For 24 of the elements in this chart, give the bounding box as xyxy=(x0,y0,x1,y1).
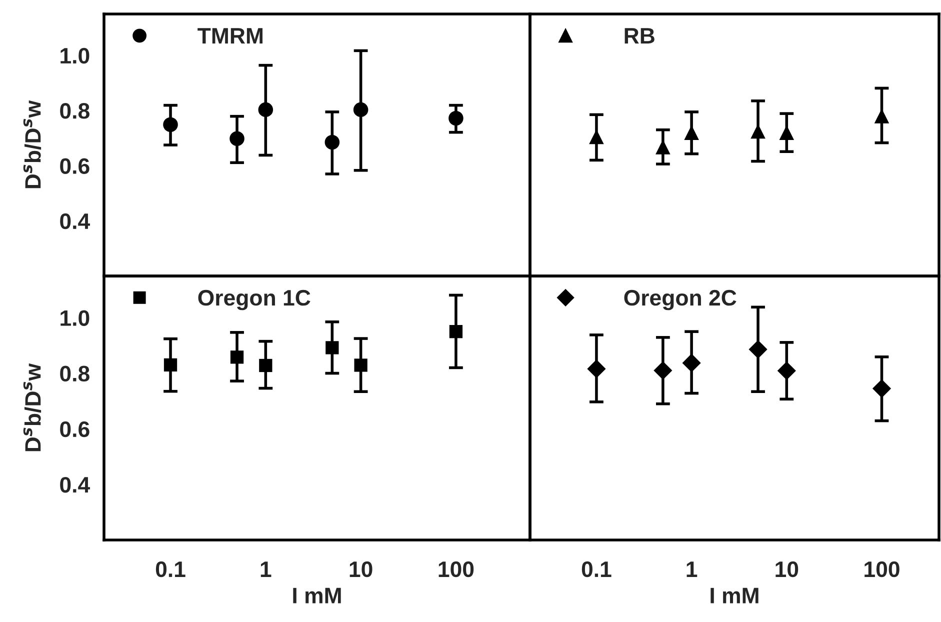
y-tick-label: 0.6 xyxy=(60,421,90,438)
x-tick-label: 0.1 xyxy=(582,561,612,578)
y-tick-label: 0.8 xyxy=(60,366,90,382)
legend-label: Oregon 2C xyxy=(624,290,736,310)
x-tick-label: 1 xyxy=(260,562,272,577)
y-tick-label: 0.4 xyxy=(60,476,90,493)
x-tick-label: 100 xyxy=(864,561,900,578)
x-axis-title: I mM xyxy=(293,588,341,604)
x-tick-label: 0.1 xyxy=(156,561,186,578)
y-axis-title: D$^{s}$b/D$^{s}$w xyxy=(23,363,42,452)
y-tick-label: 0.8 xyxy=(60,103,90,119)
y-tick-label: 0.4 xyxy=(60,213,90,230)
x-tick-label: 1 xyxy=(686,562,698,577)
x-tick-label: 100 xyxy=(438,561,474,578)
x-tick-label: 10 xyxy=(350,561,372,578)
legend-label: TMRM xyxy=(198,28,262,44)
y-tick-label: 1.0 xyxy=(60,48,90,64)
y-tick-label: 0.6 xyxy=(60,158,90,174)
y-axis-title: D$^{s}$b/D$^{s}$w xyxy=(23,100,42,188)
y-tick-label: 1.0 xyxy=(60,310,90,326)
legend-label: RB xyxy=(624,28,654,44)
legend-label: Oregon 1C xyxy=(198,290,310,310)
x-tick-label: 10 xyxy=(776,561,798,578)
x-axis-title: I mM xyxy=(710,588,758,604)
